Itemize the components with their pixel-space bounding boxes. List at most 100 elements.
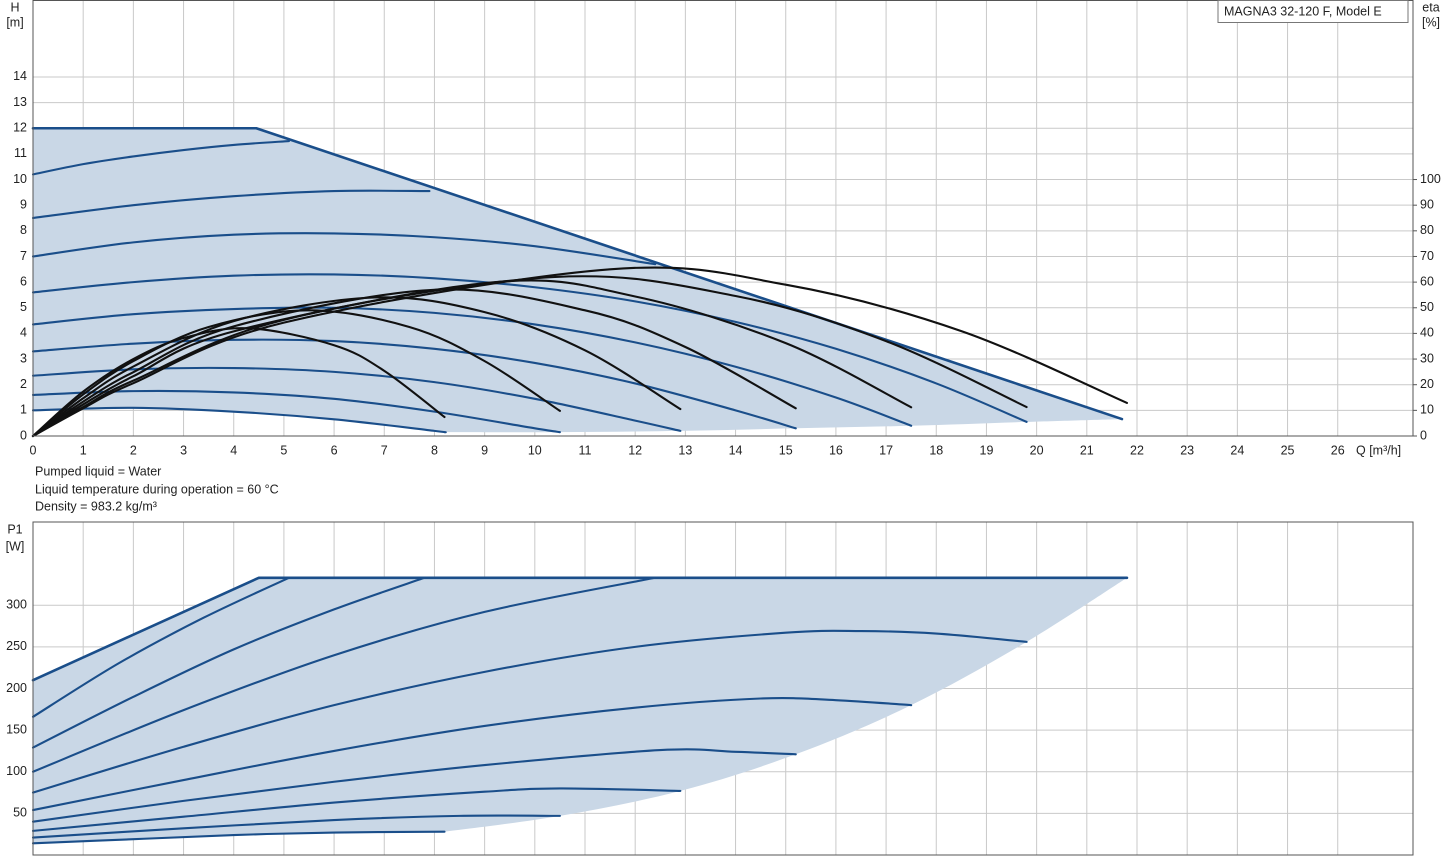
- x-tick-label: 0: [30, 443, 37, 457]
- performance-curve: [31, 576, 1129, 682]
- x-tick-label: 7: [381, 443, 388, 457]
- y2-axis-unit: [%]: [1422, 15, 1440, 29]
- efficiency-curve: [31, 288, 797, 438]
- y2-tick-label: 40: [1420, 326, 1434, 340]
- x-tick-label: 25: [1281, 443, 1295, 457]
- y2-tick-label: 70: [1420, 249, 1434, 263]
- y-tick-label: 150: [6, 722, 27, 736]
- performance-curve: [31, 189, 431, 220]
- y2-tick-label: 50: [1420, 300, 1434, 314]
- x-tick-label: 15: [779, 443, 793, 457]
- x-tick-label: 21: [1080, 443, 1094, 457]
- performance-curve: [31, 232, 657, 266]
- x-tick-label: 26: [1331, 443, 1345, 457]
- performance-curve: [31, 748, 797, 823]
- title-box: [1217, 0, 1409, 23]
- y-tick-label: 250: [6, 639, 27, 653]
- x-tick-label: 22: [1130, 443, 1144, 457]
- y-tick-label: 100: [6, 764, 27, 778]
- y2-tick-label: 60: [1420, 274, 1434, 288]
- efficiency-curve: [31, 309, 561, 438]
- efficiency-curve: [31, 296, 682, 438]
- x-tick-label: 8: [431, 443, 438, 457]
- x-tick-label: 10: [528, 443, 542, 457]
- x-tick-label: 11: [579, 443, 592, 457]
- y-axis-unit: [m]: [6, 15, 23, 29]
- x-tick-label: 6: [331, 443, 338, 457]
- y-tick-label: 0: [20, 428, 27, 442]
- y-tick-label: 300: [6, 598, 27, 612]
- performance-curve: [31, 576, 657, 773]
- y-tick-label: 6: [20, 274, 27, 288]
- x-tick-label: 20: [1030, 443, 1044, 457]
- performance-curve: [31, 576, 290, 718]
- plot-frame: [32, 521, 1414, 856]
- y2-tick-label: 100: [1420, 172, 1441, 186]
- x-tick-label: 1: [80, 443, 87, 457]
- y-tick-label: 7: [20, 249, 27, 263]
- x-tick-label: 5: [280, 443, 287, 457]
- y-tick-label: 2: [20, 377, 27, 391]
- y-tick-label: 11: [14, 146, 27, 160]
- x-axis-label: Q [m³/h]: [1356, 443, 1401, 457]
- lines-layer: [31, 126, 1129, 845]
- efficiency-curve: [31, 266, 1129, 438]
- x-tick-label: 24: [1230, 443, 1244, 457]
- y-tick-label: 10: [13, 172, 27, 186]
- x-tick-label: 16: [829, 443, 843, 457]
- performance-curve: [31, 306, 913, 427]
- y-tick-label: 13: [13, 95, 27, 109]
- performance-curve: [31, 140, 290, 176]
- y-tick-label: 4: [20, 326, 27, 340]
- performance-curve: [31, 273, 1028, 423]
- note: Density = 983.2 kg/m³: [35, 499, 157, 513]
- performance-curve: [31, 814, 561, 839]
- text-layer: MAGNA3 32-120 F, Model E H [m] eta [%] Q…: [6, 0, 1441, 819]
- x-tick-label: 19: [980, 443, 994, 457]
- y2-tick-label: 20: [1420, 377, 1434, 391]
- y-tick-label: 200: [6, 681, 27, 695]
- plot-frame: [32, 0, 1414, 437]
- performance-curve: [31, 576, 426, 749]
- performance-curve: [31, 406, 447, 434]
- area-layer: [33, 128, 1127, 844]
- performance-curve: [31, 697, 913, 812]
- y-tick-label: 12: [13, 121, 27, 135]
- y-tick-label: 5: [20, 300, 27, 314]
- y2-tick-label: 30: [1420, 351, 1434, 365]
- y-axis-label: H: [10, 0, 19, 14]
- x-tick-label: 13: [678, 443, 692, 457]
- y2-tick-label: 90: [1420, 197, 1434, 211]
- frame-layer: [32, 0, 1414, 856]
- operating-area: [33, 577, 1127, 844]
- y-tick-label: 14: [13, 69, 27, 83]
- chart-title: MAGNA3 32-120 F, Model E: [1224, 4, 1382, 18]
- performance-curve: [31, 389, 561, 434]
- y2-axis-label: eta: [1422, 0, 1439, 14]
- y2-tick-label: 0: [1420, 428, 1427, 442]
- note: Liquid temperature during operation = 60…: [35, 482, 279, 496]
- performance-curve: [31, 787, 682, 832]
- x-tick-label: 18: [929, 443, 943, 457]
- x-tick-label: 12: [628, 443, 642, 457]
- y-axis-unit: [W]: [6, 539, 25, 553]
- x-tick-label: 9: [481, 443, 488, 457]
- y2-tick-label: 10: [1420, 403, 1434, 417]
- operating-area: [33, 128, 1122, 433]
- y-tick-label: 1: [20, 403, 27, 417]
- x-tick-label: 23: [1180, 443, 1194, 457]
- x-tick-label: 4: [230, 443, 237, 457]
- x-tick-label: 14: [729, 443, 743, 457]
- note: Pumped liquid = Water: [35, 464, 161, 478]
- y-tick-label: 8: [20, 223, 27, 237]
- y-tick-label: 50: [13, 806, 27, 820]
- y2-tick-label: 80: [1420, 223, 1434, 237]
- x-tick-label: 17: [879, 443, 893, 457]
- y-tick-label: 3: [20, 351, 27, 365]
- x-tick-label: 3: [180, 443, 187, 457]
- performance-curve: [31, 338, 797, 430]
- y-axis-label: P1: [7, 522, 22, 536]
- x-tick-label: 2: [130, 443, 137, 457]
